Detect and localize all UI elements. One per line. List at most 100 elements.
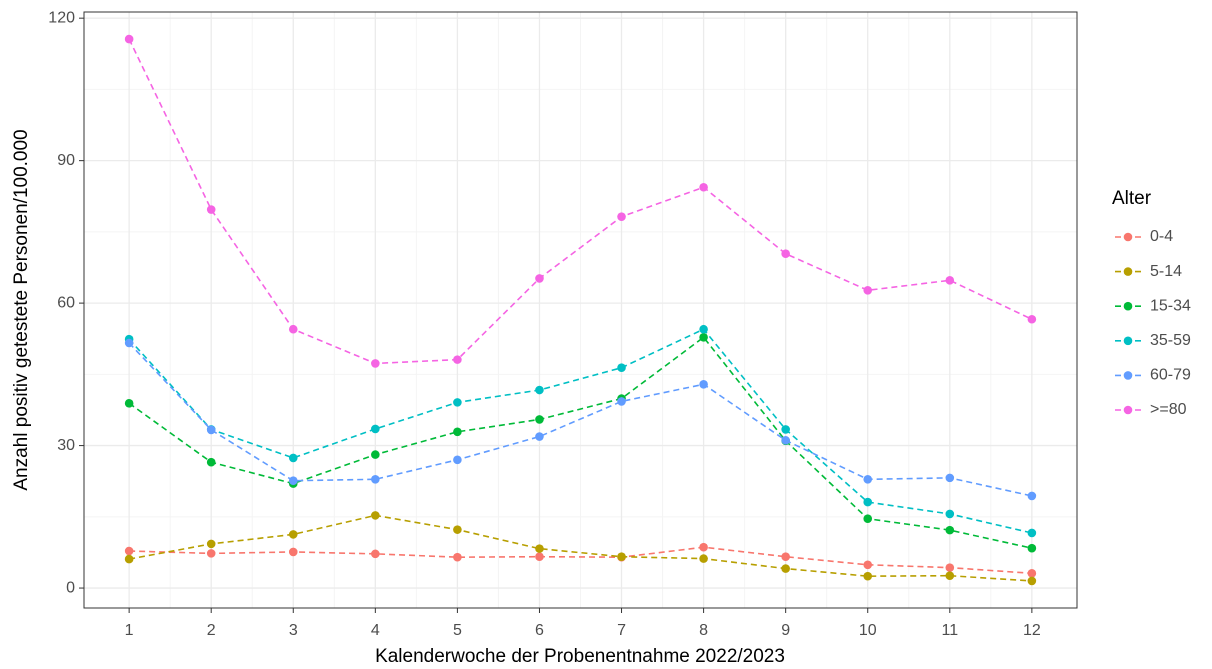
legend-label: 0-4 xyxy=(1150,228,1173,245)
data-point xyxy=(781,564,790,573)
data-point xyxy=(453,355,462,364)
data-point xyxy=(371,549,380,559)
data-point xyxy=(617,552,626,562)
data-point xyxy=(288,547,298,557)
data-point xyxy=(945,276,955,285)
legend-label: 5-14 xyxy=(1150,263,1182,280)
data-point xyxy=(863,514,873,524)
y-tick-label: 0 xyxy=(66,579,75,596)
data-point xyxy=(617,212,626,221)
data-point xyxy=(453,552,462,562)
x-tick-label: 12 xyxy=(1023,622,1041,639)
data-point xyxy=(535,385,544,395)
data-point xyxy=(1027,528,1037,538)
legend-key-point xyxy=(1123,232,1133,242)
x-tick-label: 7 xyxy=(617,622,626,639)
data-point xyxy=(945,525,955,535)
y-tick-label: 60 xyxy=(57,294,75,311)
series-line xyxy=(128,342,1033,497)
data-point xyxy=(288,476,298,486)
data-point xyxy=(453,455,462,465)
data-point xyxy=(1027,314,1037,324)
data-point xyxy=(863,560,873,570)
x-tick-label: 8 xyxy=(699,622,708,639)
x-tick-label: 11 xyxy=(941,622,958,639)
data-point xyxy=(945,563,955,572)
legend-title: Alter xyxy=(1112,188,1152,209)
legend-label: 60-79 xyxy=(1150,367,1191,384)
data-point xyxy=(453,525,462,534)
data-point xyxy=(535,552,544,562)
data-point xyxy=(535,544,544,553)
data-point xyxy=(781,552,790,562)
series-line xyxy=(128,328,1033,534)
data-point xyxy=(206,539,216,549)
data-point xyxy=(206,425,216,435)
data-point xyxy=(371,511,380,520)
legend-key-point xyxy=(1123,301,1133,311)
series-line xyxy=(128,336,1033,549)
data-point xyxy=(371,475,380,484)
x-tick-label: 6 xyxy=(535,622,544,639)
data-point xyxy=(206,457,216,467)
data-point xyxy=(535,432,544,441)
data-point xyxy=(453,398,462,407)
x-tick-label: 9 xyxy=(781,622,790,639)
data-point xyxy=(1027,569,1037,578)
y-axis-title: Anzahl positiv getestete Personen/100.00… xyxy=(11,129,32,490)
data-point xyxy=(535,274,544,283)
data-point xyxy=(1027,576,1037,586)
series-line xyxy=(128,38,1033,365)
legend-label: 15-34 xyxy=(1150,297,1191,314)
data-point xyxy=(1027,543,1037,553)
data-point xyxy=(699,554,708,563)
data-point xyxy=(124,34,134,44)
data-point xyxy=(288,324,298,334)
data-point xyxy=(124,554,134,564)
series-line xyxy=(129,546,1032,575)
data-point xyxy=(699,542,708,552)
x-axis-title: Kalenderwoche der Probenentnahme 2022/20… xyxy=(375,646,785,667)
data-point xyxy=(206,549,216,558)
data-point xyxy=(781,436,790,445)
data-point xyxy=(1027,491,1037,501)
data-point xyxy=(863,285,873,295)
legend-key-point xyxy=(1123,405,1133,415)
data-point xyxy=(945,509,955,519)
data-point xyxy=(781,425,790,434)
data-point xyxy=(863,571,873,581)
legend-label: >=80 xyxy=(1150,401,1187,418)
series-line xyxy=(128,514,1032,582)
x-tick-label: 5 xyxy=(453,622,462,639)
y-tick-label: 30 xyxy=(57,437,75,454)
legend-key-point xyxy=(1123,336,1133,346)
data-point xyxy=(124,546,134,556)
data-point xyxy=(781,249,790,259)
data-point xyxy=(371,450,380,459)
data-point xyxy=(453,427,462,437)
data-point xyxy=(863,497,873,507)
data-point xyxy=(617,397,626,406)
plot-border xyxy=(83,11,1078,609)
data-point xyxy=(617,363,626,373)
data-point xyxy=(863,475,873,484)
data-point xyxy=(124,399,134,408)
x-tick-label: 10 xyxy=(859,622,877,639)
x-tick-label: 1 xyxy=(125,622,134,639)
data-point xyxy=(371,424,380,434)
data-point xyxy=(124,338,134,348)
legend-key-point xyxy=(1123,371,1133,380)
data-point xyxy=(535,415,544,424)
data-point xyxy=(699,333,708,342)
data-point xyxy=(206,205,216,214)
data-point xyxy=(288,453,298,463)
data-point xyxy=(945,473,955,483)
data-point xyxy=(699,182,708,192)
y-tick-label: 120 xyxy=(48,9,75,26)
data-point xyxy=(945,571,955,581)
data-point xyxy=(699,324,708,334)
x-tick-label: 3 xyxy=(289,622,298,639)
data-point xyxy=(371,359,380,368)
legend-label: 35-59 xyxy=(1150,332,1191,349)
